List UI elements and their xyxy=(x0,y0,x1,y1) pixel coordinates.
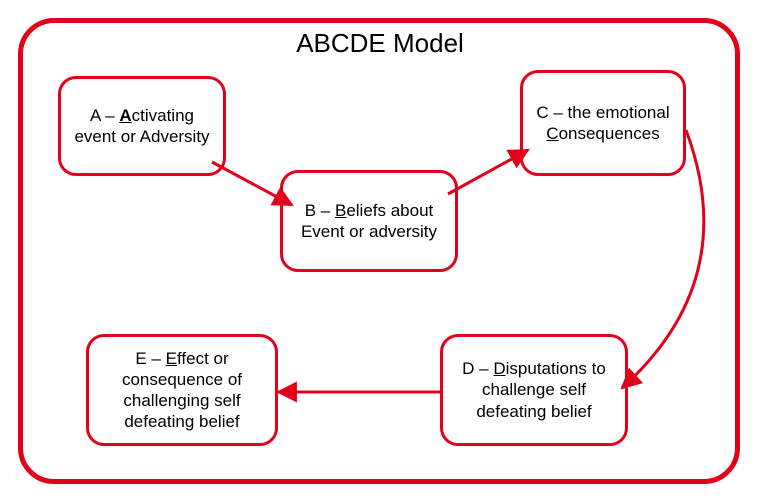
node-d-label: D – Disputations to challenge self defea… xyxy=(453,358,615,422)
node-b: B – Beliefs about Event or adversity xyxy=(280,170,458,272)
node-c: C – the emotional Consequences xyxy=(520,70,686,176)
node-b-label: B – Beliefs about Event or adversity xyxy=(293,200,445,243)
diagram-title: ABCDE Model xyxy=(250,28,510,59)
node-e: E – Effect or consequence of challenging… xyxy=(86,334,278,446)
node-a: A – Activating event or Adversity xyxy=(58,76,226,176)
node-e-label: E – Effect or consequence of challenging… xyxy=(99,348,265,433)
node-a-label: A – Activating event or Adversity xyxy=(71,105,213,148)
diagram-canvas: ABCDE Model A – Activating event or Adve… xyxy=(0,0,758,501)
node-d: D – Disputations to challenge self defea… xyxy=(440,334,628,446)
node-c-label: C – the emotional Consequences xyxy=(533,102,673,145)
